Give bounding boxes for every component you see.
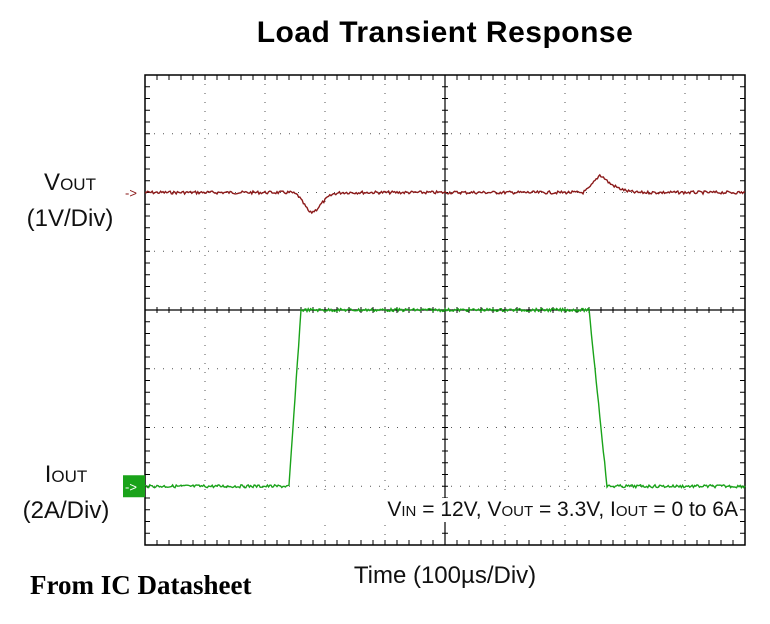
cond-vout: V <box>487 498 502 521</box>
cond-vin-sub: IN <box>401 503 417 520</box>
vout-sub: OUT <box>60 175 96 194</box>
cond-vin-val: = 12V, <box>416 498 488 521</box>
iout-marker: -> <box>125 479 137 494</box>
iout-marker-box <box>123 475 145 498</box>
vout-marker: -> <box>125 186 137 201</box>
cond-vout-sub: OUT <box>501 503 534 520</box>
cond-iout-val: = 0 to 6A <box>647 498 738 521</box>
vout-name: V <box>44 169 61 196</box>
chart-title: Load Transient Response <box>256 16 634 49</box>
x-axis-label: Time (100µs/Div) <box>353 562 537 589</box>
cond-vin: V <box>387 498 402 521</box>
cond-vout-val: = 3.3V, <box>533 498 610 521</box>
iout-sub: OUT <box>51 467 88 486</box>
cond-iout: I <box>610 498 616 521</box>
cond-iout-sub: OUT <box>615 503 648 520</box>
iout-name: I <box>44 461 52 488</box>
test-conditions: VIN = 12V, VOUT = 3.3V, IOUT = 0 to 6A <box>296 498 740 522</box>
footnote: From IC Datasheet <box>30 570 252 600</box>
iout-label: IOUT (2A/Div) <box>6 458 126 528</box>
vout-label: VOUT (1V/Div) <box>10 166 130 236</box>
iout-trace <box>144 306 746 490</box>
iout-scale: (2A/Div) <box>22 497 110 524</box>
vout-scale: (1V/Div) <box>26 205 114 232</box>
vout-trace <box>144 173 746 215</box>
